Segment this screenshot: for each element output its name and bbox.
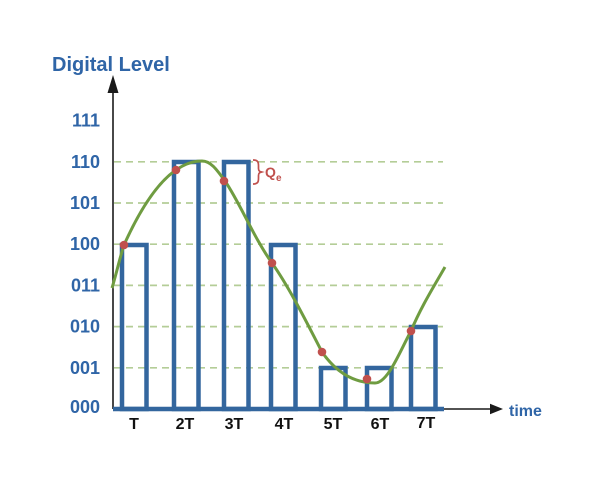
quantization-error-label: Q e <box>265 164 282 184</box>
sample-dot-T <box>119 240 129 250</box>
quantized-bar-2T <box>171 159 201 412</box>
gridlines-group <box>114 160 443 369</box>
y-tick-011: 011 <box>71 275 100 295</box>
sample-dot-6T <box>362 374 372 384</box>
x-tick-2T: 2T <box>176 416 195 433</box>
x-tick-6T: 6T <box>371 416 390 433</box>
quantized-bar-6T <box>364 365 394 412</box>
sample-dot-7T <box>406 326 416 336</box>
sample-dot-3T <box>219 176 229 186</box>
sample-dots-group <box>119 165 416 384</box>
x-tick-5T: 5T <box>324 416 343 433</box>
analog-signal-curve <box>110 159 447 385</box>
y-tick-001: 001 <box>70 358 100 378</box>
sample-dot-5T <box>317 347 327 357</box>
y-tick-labels-group: 111 110 101 100 011 010 001 000 <box>70 111 100 417</box>
sample-dot-2T <box>171 165 181 175</box>
quantized-bar-3T <box>221 159 251 412</box>
quantization-error-brace-icon <box>252 159 265 185</box>
x-axis-label: time <box>509 403 542 420</box>
quantized-bar-7T <box>408 324 438 412</box>
chart-title: Digital Level <box>52 54 170 76</box>
quantized-bar-4T <box>268 242 298 412</box>
x-tick-labels-group: T 2T 3T 4T 5T 6T 7T <box>129 415 435 433</box>
x-axis-arrowhead-icon <box>490 403 503 415</box>
y-tick-111: 111 <box>72 111 100 131</box>
quantized-bar-5T <box>318 365 348 412</box>
quantized-bar-T <box>119 242 149 412</box>
y-tick-010: 010 <box>70 317 100 337</box>
y-tick-100: 100 <box>70 234 100 254</box>
x-tick-7T: 7T <box>417 415 436 432</box>
quantized-bars-group <box>119 159 438 412</box>
x-tick-1T: T <box>129 416 139 433</box>
y-tick-000: 000 <box>70 397 100 417</box>
x-tick-4T: 4T <box>275 416 294 433</box>
y-axis-arrowhead-icon <box>107 75 119 93</box>
x-tick-3T: 3T <box>225 416 244 433</box>
y-tick-110: 110 <box>71 152 100 172</box>
sample-dot-4T <box>267 258 277 268</box>
y-tick-101: 101 <box>70 193 100 213</box>
